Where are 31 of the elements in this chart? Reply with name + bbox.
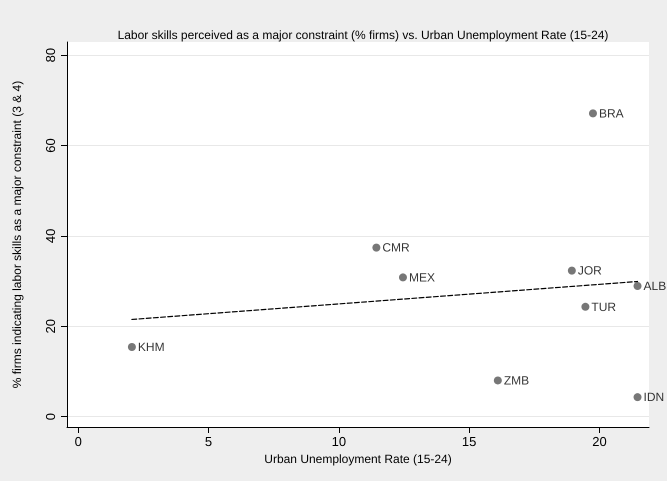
chart-title: Labor skills perceived as a major constraint (% firms) vs. Urban Unemployment Rate (15-24) [118, 28, 608, 42]
data-label: MEX [408, 270, 435, 284]
point [372, 244, 380, 252]
point [568, 266, 576, 275]
y-tick-label: 20 [43, 318, 58, 334]
x-tick-label: 0 [74, 434, 82, 449]
y-tick-label: 40 [43, 228, 58, 244]
point [398, 273, 407, 282]
point [634, 282, 642, 290]
data-label: BRA [598, 106, 624, 120]
y-tick-label: 60 [43, 138, 58, 153]
data-label: JOR [578, 264, 602, 278]
y-axis-title: % firms indicating labor skills as a major constraint (3 & 4) [10, 80, 24, 388]
data-label: ALB [644, 279, 666, 294]
point [494, 376, 502, 384]
data-label: TUR [591, 300, 616, 314]
data-label: KHM [138, 340, 165, 354]
point [588, 109, 597, 118]
point [634, 393, 642, 402]
y-tick-label: 0 [43, 412, 58, 420]
point [581, 302, 590, 311]
x-tick-label: 10 [332, 434, 346, 449]
data-label: CMR [382, 240, 410, 255]
x-tick-label: 15 [462, 434, 476, 449]
x-axis-title: Urban Unemployment Rate (15-24) [264, 452, 452, 466]
x-tick-label: 5 [204, 434, 212, 449]
data-label: ZMB [504, 373, 530, 388]
y-tick-label: 80 [43, 48, 58, 62]
x-tick-label: 20 [592, 434, 607, 449]
data-label: IDN [644, 390, 664, 404]
point [128, 343, 136, 352]
